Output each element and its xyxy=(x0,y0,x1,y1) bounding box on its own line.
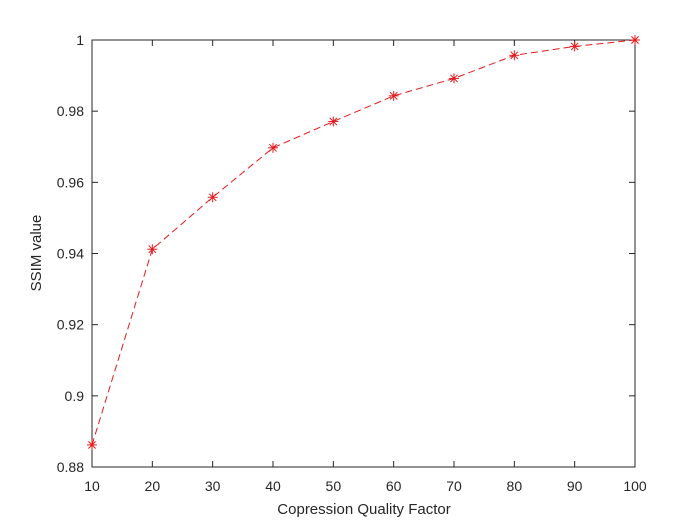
plot-frame xyxy=(91,39,636,468)
marker-stroke xyxy=(389,91,398,100)
x-tick-label: 60 xyxy=(386,478,402,494)
marker-stroke xyxy=(450,74,458,83)
data-point-marker xyxy=(87,439,97,450)
y-tick-label: 0.92 xyxy=(57,317,84,333)
x-tick-label: 100 xyxy=(623,478,647,494)
x-tick-label: 40 xyxy=(265,478,281,494)
x-tick-label: 10 xyxy=(84,478,100,494)
marker-stroke xyxy=(88,440,96,449)
y-tick-label: 0.96 xyxy=(57,174,84,190)
axes-box xyxy=(91,39,636,468)
y-axis-label: SSIM value xyxy=(28,215,45,292)
y-tick-label: 0.9 xyxy=(65,388,85,404)
y-axis-ticks: 0.88 0.9 0.92 0.94 0.96 0.98 1 xyxy=(57,32,635,475)
x-tick-label: 90 xyxy=(567,478,583,494)
x-tick-label: 50 xyxy=(326,478,342,494)
data-point-marker xyxy=(328,116,339,127)
data-point-marker xyxy=(509,50,520,61)
series-line xyxy=(91,39,636,446)
data-point-marker xyxy=(388,90,399,101)
y-tick-label: 1 xyxy=(76,32,84,48)
data-point-marker xyxy=(207,192,218,203)
data-point-marker xyxy=(268,142,278,153)
x-tick-label: 70 xyxy=(446,478,462,494)
marker-stroke xyxy=(570,42,579,51)
marker-stroke xyxy=(208,193,217,202)
x-tick-label: 20 xyxy=(145,478,161,494)
marker-stroke xyxy=(510,51,519,60)
y-tick-label: 0.88 xyxy=(57,459,84,475)
marker-stroke xyxy=(148,245,157,254)
y-tick-label: 0.94 xyxy=(57,246,84,262)
marker-stroke xyxy=(631,36,639,44)
marker-stroke xyxy=(269,143,277,152)
x-tick-label: 80 xyxy=(507,478,523,494)
y-tick-label: 0.98 xyxy=(57,103,84,119)
x-tick-label: 30 xyxy=(205,478,221,494)
data-point-marker xyxy=(449,73,459,84)
data-point-marker xyxy=(630,35,640,45)
data-point-marker xyxy=(569,41,580,52)
data-point-marker xyxy=(147,244,158,255)
x-axis-label: Copression Quality Factor xyxy=(277,501,450,518)
marker-stroke xyxy=(329,117,338,126)
series-layer xyxy=(87,35,640,450)
x-axis-ticks: 10 20 30 40 50 60 70 80 90 100 xyxy=(84,40,647,494)
